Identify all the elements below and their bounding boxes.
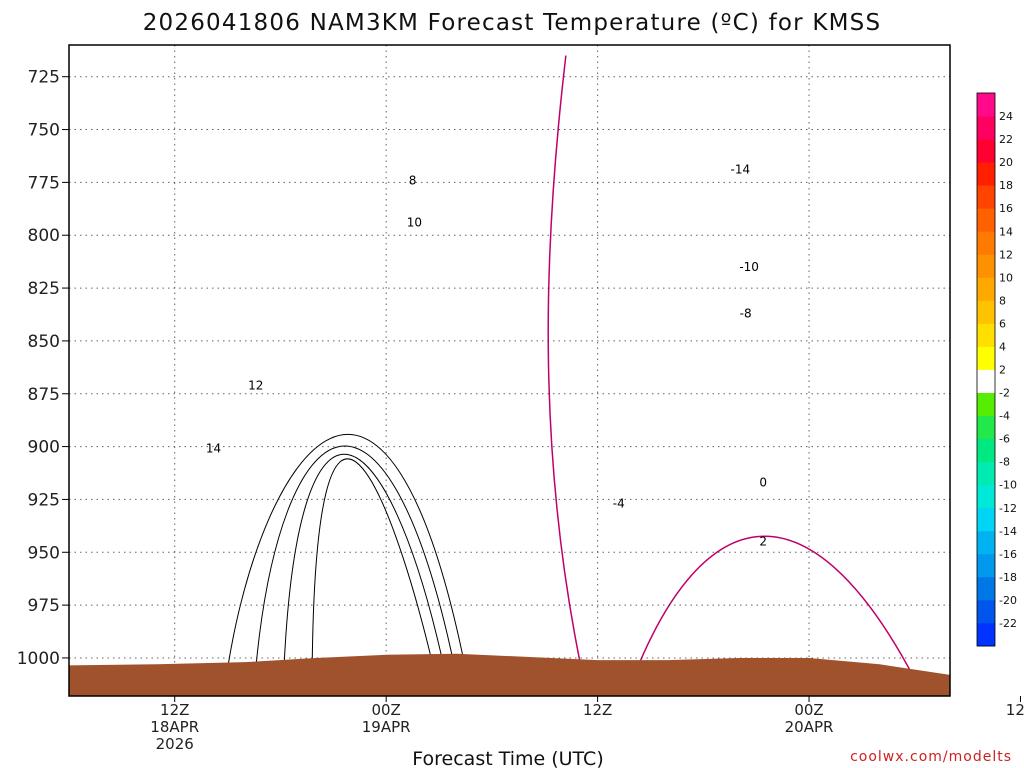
colorbar-label: -6 — [999, 433, 1010, 446]
colorbar-swatch — [977, 277, 995, 301]
x-tick-label: 12Z — [583, 701, 612, 719]
y-tick-label: 900 — [28, 438, 60, 458]
colorbar-frame — [976, 92, 996, 647]
contour-label: -8 — [740, 306, 752, 320]
colorbar-label: -12 — [999, 502, 1017, 515]
colorbar: -22-20-18-16-14-12-10-8-6-4-224681012141… — [976, 92, 1017, 647]
contour-label: -14 — [731, 163, 751, 177]
x-tick-label: 00Z — [794, 701, 823, 719]
colorbar-swatch — [977, 553, 995, 578]
colorbar-swatch — [977, 438, 995, 463]
y-tick-label: 750 — [28, 121, 60, 141]
dotted-grid — [69, 45, 950, 696]
x-tick-label: 00Z — [371, 701, 400, 719]
contour-label: -10 — [739, 260, 759, 274]
y-tick-label: 850 — [28, 332, 60, 352]
colorbar-swatch — [977, 392, 995, 416]
colorbar-label: 22 — [999, 133, 1013, 146]
colorbar-label: -10 — [999, 479, 1017, 492]
x-tick-label: 19APR — [362, 718, 411, 736]
plot-frame — [68, 44, 951, 697]
y-tick-label: 775 — [28, 173, 60, 193]
y-tick-label: 725 — [28, 68, 60, 88]
colorbar-label: 4 — [999, 340, 1006, 353]
contour-label: 10 — [407, 216, 422, 230]
zero-isotherm-south — [632, 535, 916, 680]
contour-label: 12 — [248, 378, 263, 392]
pressure-axis: 725 750 775 800 825 850 875 900 925 950 975 1000 — [17, 68, 69, 669]
colorbar-swatch — [977, 139, 995, 163]
x-axis-label: Forecast Time (UTC) — [412, 748, 603, 768]
colorbar-swatch — [977, 254, 995, 278]
colorbar-label: 16 — [999, 202, 1013, 215]
y-tick-label: 950 — [28, 543, 60, 563]
colorbar-label: -8 — [999, 456, 1010, 469]
colorbar-swatch — [977, 415, 995, 440]
colorbar-swatch — [977, 530, 995, 555]
colorbar-swatch — [977, 622, 995, 647]
y-tick-label: 825 — [28, 279, 60, 299]
y-tick-label: 975 — [28, 596, 60, 616]
colorbar-swatch — [977, 323, 995, 347]
colorbar-label: 2 — [999, 364, 1006, 377]
colorbar-swatch — [977, 369, 995, 393]
chart-title: 2026041806 NAM3KM Forecast Temperature (… — [143, 10, 882, 36]
warm-isotherm — [283, 454, 445, 669]
time-axis: 12Z18APR202600Z19APR12Z00Z20APR12Z — [150, 696, 1024, 753]
colorbar-label: 18 — [999, 179, 1013, 192]
colorbar-swatch — [977, 346, 995, 370]
colorbar-swatch — [977, 208, 995, 232]
y-tick-label: 875 — [28, 385, 60, 405]
colorbar-label: 6 — [999, 317, 1006, 330]
colorbar-label: -4 — [999, 410, 1010, 423]
warm-isotherm — [227, 434, 466, 669]
contour-label: 0 — [759, 476, 767, 490]
y-tick-label: 800 — [28, 226, 60, 246]
colorbar-label: -20 — [999, 594, 1017, 607]
colorbar-label: -2 — [999, 387, 1010, 400]
colorbar-swatch — [977, 185, 995, 209]
colorbar-swatch — [977, 162, 995, 186]
contour-label: 14 — [206, 442, 221, 456]
colorbar-label: 8 — [999, 294, 1006, 307]
colorbar-swatch — [977, 507, 995, 532]
terrain-ground — [69, 653, 950, 696]
x-tick-label: 20APR — [785, 718, 834, 736]
y-tick-label: 1000 — [17, 649, 60, 669]
credit-text: coolwx.com/modelts — [850, 749, 1012, 765]
colorbar-swatch — [977, 300, 995, 324]
x-tick-label: 2026 — [156, 735, 194, 753]
contour-lines — [227, 55, 916, 680]
plot-area: 8 10 12 14 -14 -10 -8 0 2 -4 — [69, 45, 950, 696]
colorbar-swatch — [977, 484, 995, 509]
x-tick-label: 12Z — [1006, 701, 1024, 719]
colorbar-label: 12 — [999, 248, 1013, 261]
contour-label: 2 — [759, 535, 767, 549]
warm-isotherm — [311, 458, 435, 669]
colorbar-label: 24 — [999, 110, 1013, 123]
colorbar-label: 14 — [999, 225, 1013, 238]
colorbar-swatch — [977, 116, 995, 140]
colorbar-label: 10 — [999, 271, 1013, 284]
contour-labels: 8 10 12 14 -14 -10 -8 0 2 -4 — [206, 163, 767, 549]
colorbar-swatch — [977, 93, 995, 117]
colorbar-label: -18 — [999, 571, 1017, 584]
x-tick-label: 12Z — [160, 701, 189, 719]
x-tick-label: 18APR — [150, 718, 199, 736]
colorbar-swatch — [977, 576, 995, 601]
contour-label: 8 — [409, 173, 417, 187]
colorbar-label: 20 — [999, 156, 1013, 169]
y-tick-label: 925 — [28, 490, 60, 510]
colorbar-label: -16 — [999, 548, 1017, 561]
colorbar-label: -14 — [999, 525, 1017, 538]
colorbar-label: -22 — [999, 617, 1017, 630]
colorbar-swatch — [977, 231, 995, 255]
colorbar-swatch — [977, 461, 995, 486]
zero-isotherm — [547, 55, 585, 680]
contour-label: -4 — [613, 497, 625, 511]
colorbar-swatch — [977, 599, 995, 624]
